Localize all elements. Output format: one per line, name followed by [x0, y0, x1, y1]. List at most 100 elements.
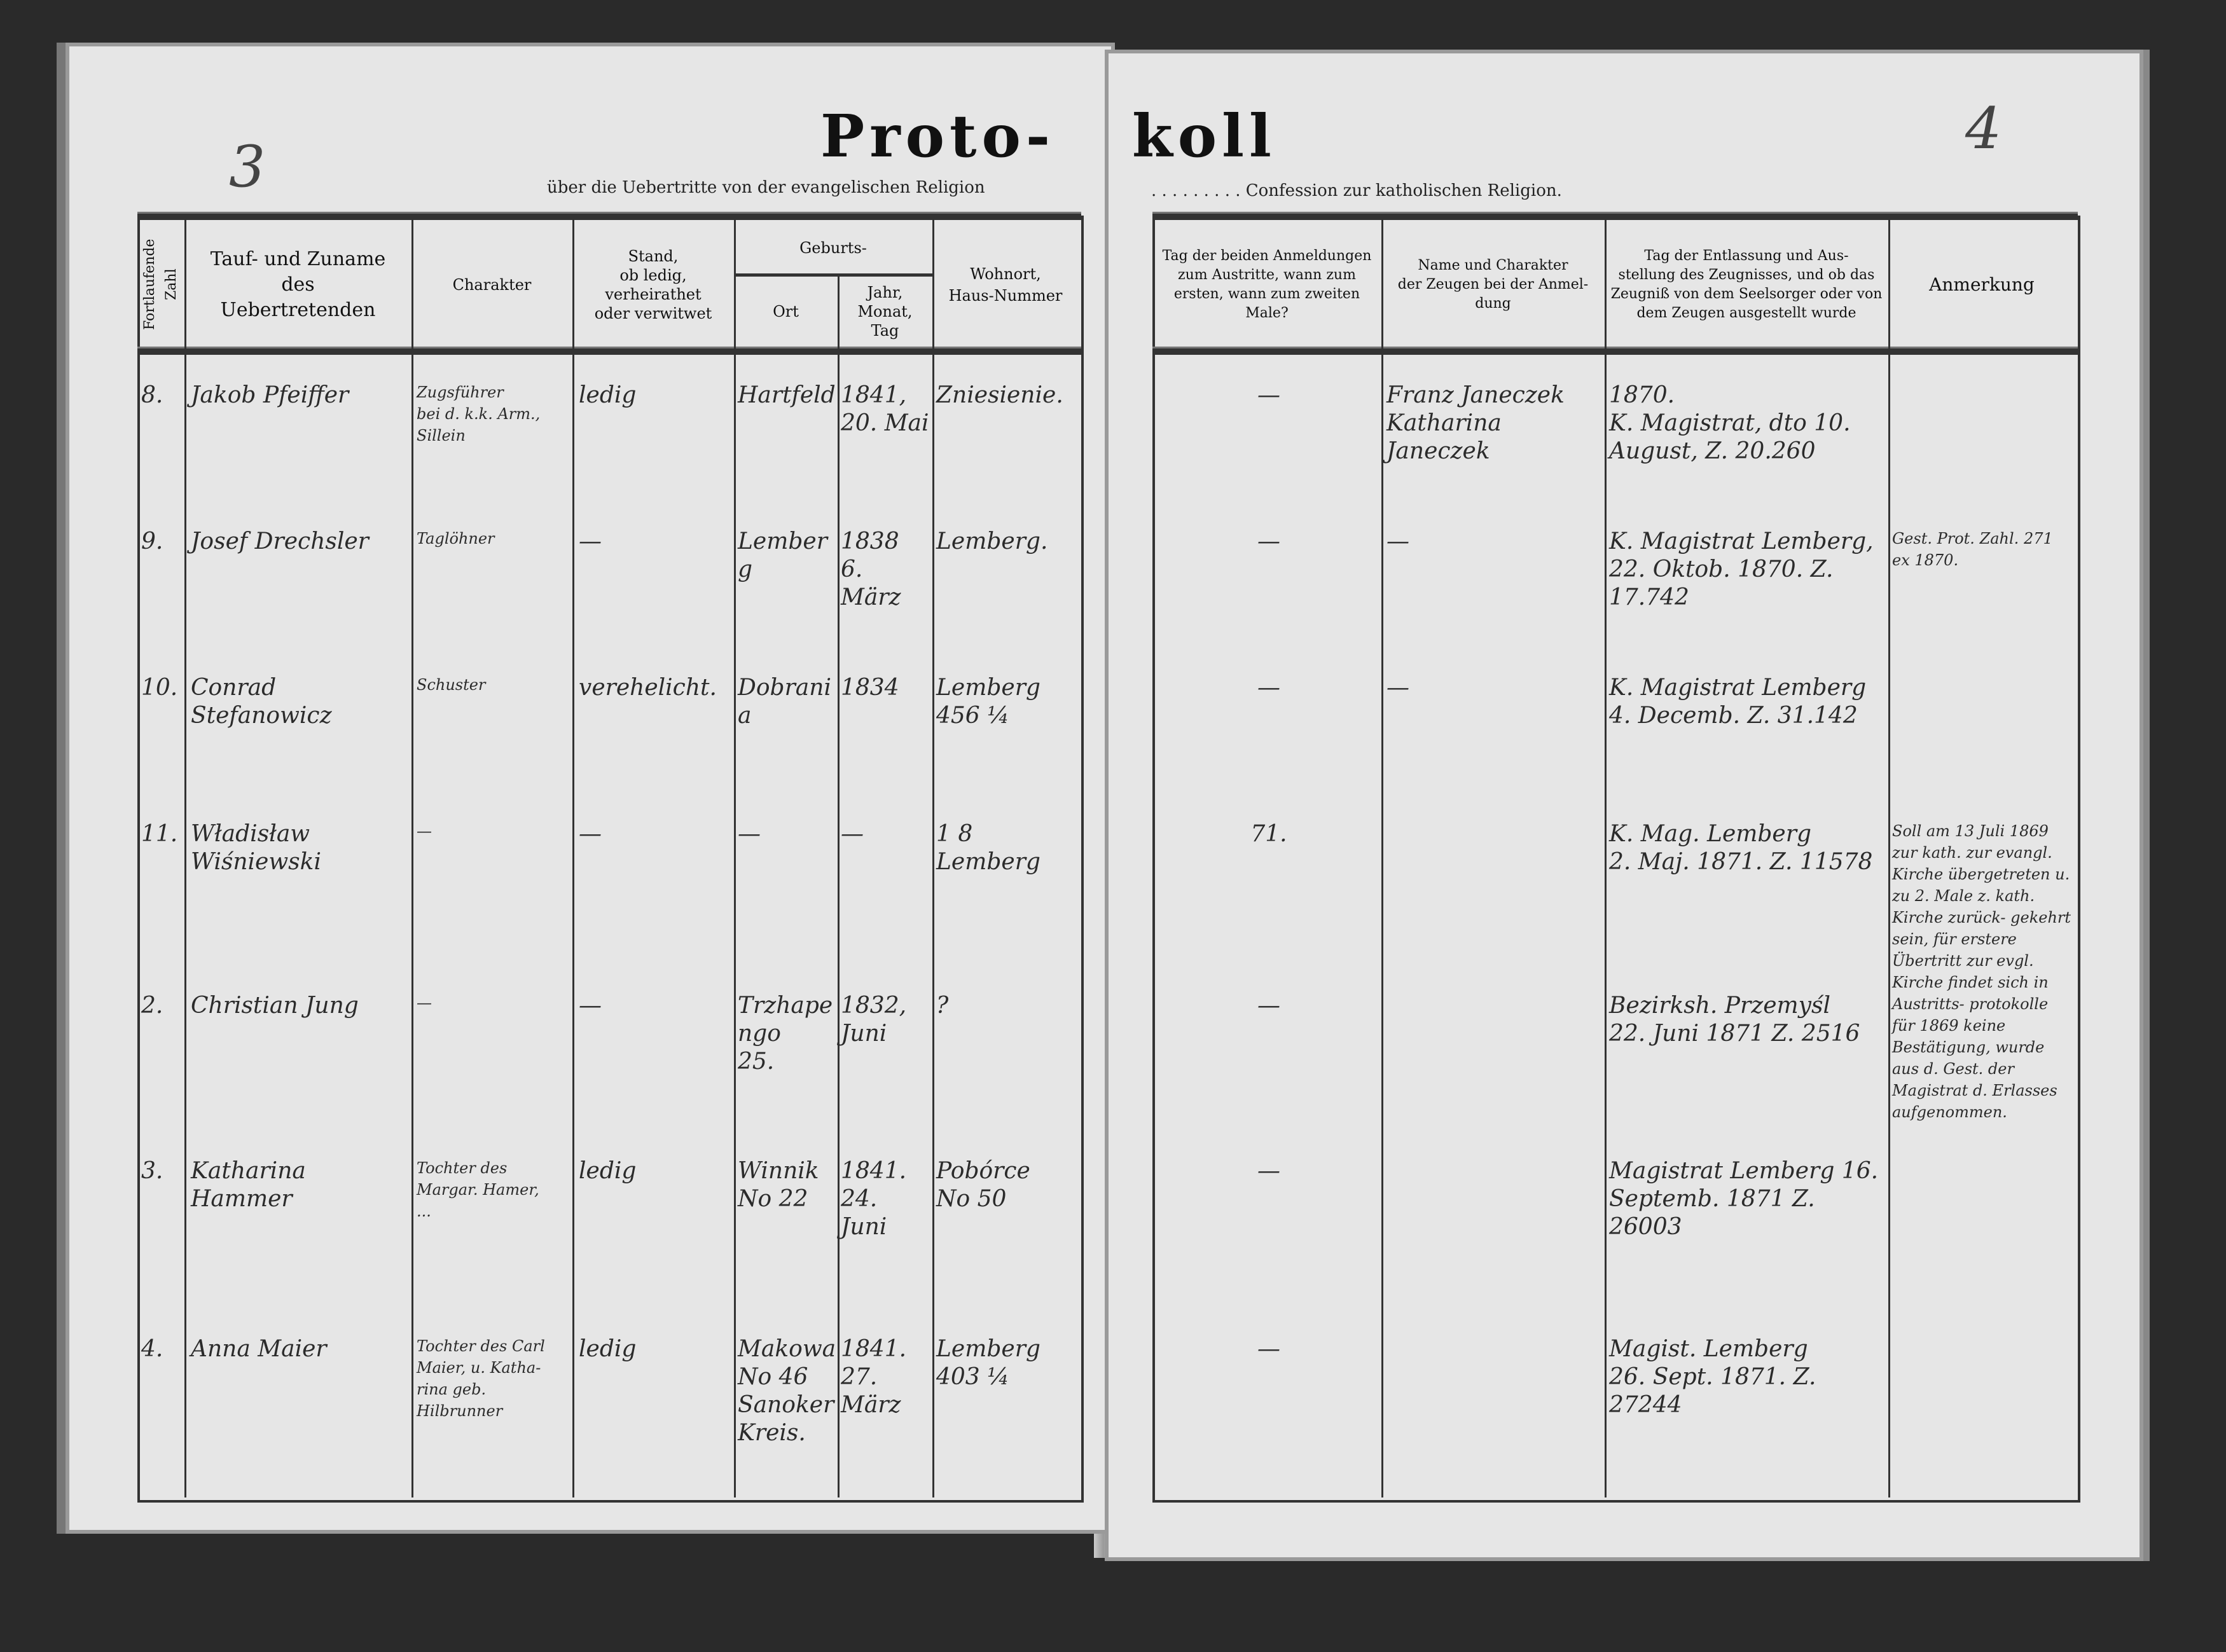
cell-wohnort: Lemberg 403 ¼	[936, 1336, 1040, 1390]
column-line	[734, 216, 736, 1497]
header-geburts: Geburts-	[799, 239, 867, 257]
header-name: Tauf- und Zuname des Uebertretenden	[210, 247, 386, 321]
right-page	[1105, 50, 2150, 1561]
cell-datum: 1834	[841, 675, 899, 701]
cell-ort: —	[738, 821, 761, 847]
cell-charakter: —	[417, 994, 432, 1012]
cell-wohnort: Zniesienie.	[936, 382, 1063, 408]
subtitle-left: über die Uebertritte von der evangelisch…	[547, 178, 985, 197]
cell-ort: Winnik No 22	[738, 1158, 819, 1212]
column-line	[572, 216, 574, 1497]
cell-number: 10.	[141, 675, 178, 701]
cell-zeugen: —	[1386, 528, 1409, 554]
cell-datum: 1841. 24. Juni	[841, 1158, 907, 1240]
cell-zeugen: —	[1386, 675, 1409, 701]
cell-ort: Lemberg	[738, 528, 827, 582]
header-stand: Stand, ob ledig, verheirathet oder verwi…	[594, 247, 712, 322]
cell-anmeldung: —	[1257, 528, 1280, 554]
cell-wohnort: Lemberg.	[936, 528, 1048, 554]
subtitle-right: . . . . . . . . . Confession zur katholi…	[1151, 181, 1562, 200]
column-line	[411, 216, 413, 1497]
geburts-divider	[734, 273, 932, 277]
cell-entlassung: K. Mag. Lemberg 2. Maj. 1871. Z. 11578	[1609, 821, 1873, 875]
cell-anmerkung: Gest. Prot. Zahl. 271 ex 1870.	[1892, 530, 2053, 569]
cell-anmeldung: —	[1257, 382, 1280, 408]
cell-stand: ledig	[579, 1336, 637, 1362]
cell-datum: 1841. 27. März	[841, 1336, 907, 1418]
header-rule-top-right	[1152, 212, 2078, 220]
cell-number: 8.	[141, 382, 163, 408]
column-line	[1381, 216, 1383, 1497]
cell-number: 2.	[141, 993, 163, 1019]
header-ort: Ort	[773, 303, 799, 320]
cell-name: Katharina Hammer	[191, 1158, 306, 1212]
cell-stand: —	[579, 528, 602, 554]
header-wohnort: Wohnort, Haus-Nummer	[948, 265, 1063, 305]
header-zeugen: Name und Charakter der Zeugen bei der An…	[1397, 257, 1589, 312]
cell-stand: verehelicht.	[579, 675, 717, 701]
cell-ort: Trzhapengo 25.	[738, 993, 833, 1075]
cell-anmeldung: 71.	[1250, 821, 1287, 847]
cell-name: Władisław Wiśniewski	[191, 821, 321, 875]
cell-entlassung: 1870. K. Magistrat, dto 10. August, Z. 2…	[1609, 382, 1851, 464]
cell-datum: —	[841, 821, 864, 847]
cell-name: Christian Jung	[191, 993, 359, 1019]
cell-wohnort: Lemberg 456 ¼	[936, 675, 1040, 729]
cell-entlassung: Magist. Lemberg 26. Sept. 1871. Z. 27244	[1609, 1336, 1816, 1418]
cell-charakter: Tochter des Carl Maier, u. Katha- rina g…	[417, 1337, 545, 1420]
cell-datum: 1841, 20. Mai	[841, 382, 929, 436]
header-rule-bottom-right	[1152, 347, 2078, 355]
cell-datum: 1832, Juni	[841, 993, 907, 1047]
column-line	[1888, 216, 1890, 1497]
cell-anmerkung: Soll am 13 Juli 1869 zur kath. zur evang…	[1892, 822, 2071, 1121]
cell-name: Conrad Stefanowicz	[191, 675, 332, 729]
cell-entlassung: K. Magistrat Lemberg, 22. Oktob. 1870. Z…	[1609, 528, 1874, 610]
cell-stand: ledig	[579, 382, 637, 408]
cell-charakter: Zugsführer bei d. k.k. Arm., Sillein	[417, 383, 541, 444]
cell-stand: —	[579, 821, 602, 847]
header-charakter: Charakter	[452, 275, 532, 294]
cell-ort: Makowa No 46 Sanoker Kreis.	[738, 1336, 836, 1446]
header-rule-top-left	[137, 212, 1081, 220]
cell-charakter: Taglöhner	[417, 530, 495, 547]
header-anmeldung: Tag der beiden Anmeldungen zum Austritte…	[1162, 247, 1372, 321]
cell-number: 3.	[141, 1158, 163, 1184]
cell-ort: Dobrania	[738, 675, 831, 729]
cell-charakter: Tochter des Margar. Hamer, ...	[417, 1159, 539, 1220]
header-anmerkung: Anmerkung	[1929, 273, 2035, 295]
cell-charakter: Schuster	[417, 676, 486, 694]
cell-anmeldung: —	[1257, 1158, 1280, 1184]
cell-anmeldung: —	[1257, 993, 1280, 1019]
header-rule-bottom-left	[137, 347, 1081, 355]
cell-entlassung: Bezirksh. Przemyśl 22. Juni 1871 Z. 2516	[1609, 993, 1860, 1047]
title-right: koll	[1132, 102, 1277, 170]
cell-ort: Hartfeld	[738, 382, 836, 408]
cell-number: 4.	[141, 1336, 163, 1362]
cell-stand: ledig	[579, 1158, 637, 1184]
cell-charakter: —	[417, 822, 432, 840]
header-entlassung: Tag der Entlassung und Aus- stellung des…	[1610, 247, 1883, 321]
title-left: Proto-	[820, 102, 1056, 170]
cell-anmeldung: —	[1257, 675, 1280, 701]
cell-name: Anna Maier	[191, 1336, 327, 1362]
cell-zeugen: Franz Janeczek Katharina Janeczek	[1386, 382, 1565, 464]
header-number: Fortlaufende Zahl	[142, 238, 179, 331]
cell-entlassung: K. Magistrat Lemberg 4. Decemb. Z. 31.14…	[1609, 675, 1867, 729]
cell-number: 9.	[141, 528, 163, 554]
cell-name: Josef Drechsler	[191, 528, 369, 554]
header-datum: Jahr, Monat, Tag	[857, 284, 913, 340]
cell-wohnort: Pobórce No 50	[936, 1158, 1030, 1212]
cell-anmeldung: —	[1257, 1336, 1280, 1362]
left-page	[57, 43, 1115, 1534]
cell-name: Jakob Pfeiffer	[191, 382, 349, 408]
page-number-left: 3	[229, 134, 266, 200]
column-line	[838, 277, 840, 1497]
cell-wohnort: 1 8 Lemberg	[936, 821, 1040, 875]
cell-wohnort: ?	[936, 993, 949, 1019]
cell-number: 11.	[141, 821, 178, 847]
cell-datum: 1838 6. März	[841, 528, 901, 610]
cell-stand: —	[579, 993, 602, 1019]
page-number-right: 4	[1965, 95, 2002, 162]
column-line	[932, 216, 934, 1497]
column-line	[1605, 216, 1607, 1497]
